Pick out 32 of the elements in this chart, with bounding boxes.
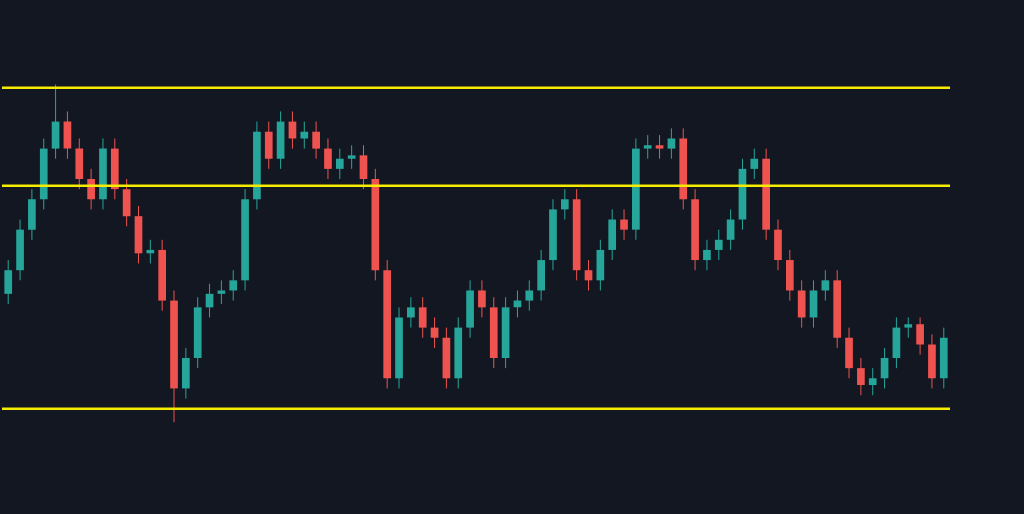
candlestick xyxy=(821,269,830,302)
candlestick xyxy=(478,279,486,318)
candlestick xyxy=(407,296,415,329)
candlestick xyxy=(868,367,877,396)
candlestick xyxy=(87,168,95,210)
candlestick xyxy=(347,144,356,170)
candlestick xyxy=(525,279,534,312)
candlestick xyxy=(146,239,155,264)
candlestick xyxy=(560,188,569,221)
candlestick xyxy=(229,269,238,302)
candlestick xyxy=(324,137,332,180)
candlestick xyxy=(335,148,344,180)
candlestick xyxy=(667,127,676,160)
candlestick xyxy=(4,259,13,305)
candlestick xyxy=(312,121,320,160)
candlestick xyxy=(418,296,427,339)
candlestick xyxy=(430,316,439,349)
candlestick xyxy=(904,316,913,339)
candlestick xyxy=(620,208,628,241)
candlestick xyxy=(857,357,865,396)
candlestick xyxy=(655,134,664,160)
candlestick xyxy=(714,229,723,261)
candlestick xyxy=(726,208,735,251)
candlestick xyxy=(359,144,368,190)
candlestick xyxy=(880,347,889,389)
candlestick xyxy=(217,279,226,305)
candlestick xyxy=(643,134,652,160)
candlestick xyxy=(703,239,711,271)
candlestick xyxy=(584,259,593,291)
candlestick xyxy=(300,121,309,150)
candlestick xyxy=(750,148,759,180)
candlestick xyxy=(916,316,924,356)
